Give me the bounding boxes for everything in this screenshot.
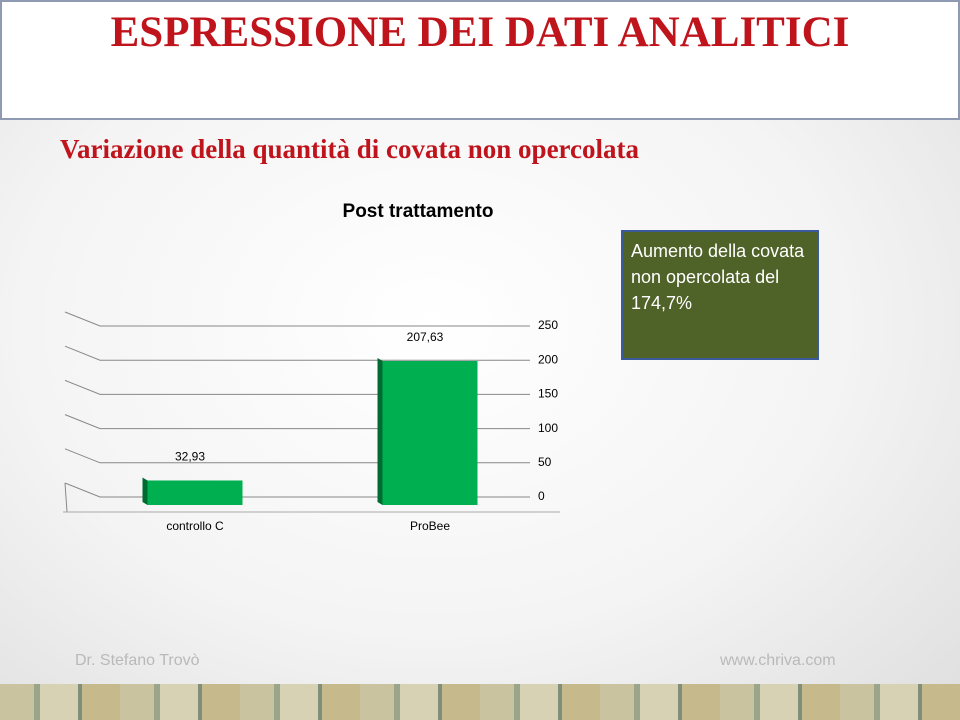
decorative-strip [0, 684, 960, 720]
header [0, 0, 960, 120]
floor-edge [64, 482, 68, 513]
grid-line [64, 311, 530, 327]
footer-author: Dr. Stefano Trovò [75, 652, 200, 669]
x-tick-label: controllo C [166, 519, 224, 533]
y-tick-label: 200 [538, 352, 558, 366]
value-label: 207,63 [407, 330, 444, 344]
x-tick-label: ProBee [410, 519, 450, 533]
bar [147, 480, 243, 505]
y-tick-label: 150 [538, 387, 558, 401]
slide-title: ESPRESSIONE DEI DATI ANALITICI [110, 9, 850, 56]
y-tick-label: 250 [538, 318, 558, 332]
y-tick-label: 100 [538, 421, 558, 435]
value-label: 32,93 [175, 450, 205, 464]
chart-title: Post trattamento [343, 201, 494, 222]
annotation: Aumento della covata non opercolata del … [621, 230, 819, 360]
y-tick-label: 50 [538, 455, 552, 469]
footer-site: www.chriva.com [720, 652, 836, 669]
y-tick-label: 0 [538, 489, 545, 503]
bar-side [377, 357, 383, 505]
bar [382, 360, 478, 505]
slide-subtitle: Variazione della quantità di covata non … [60, 134, 640, 164]
bar-side [142, 477, 148, 505]
grid-line [64, 345, 530, 361]
